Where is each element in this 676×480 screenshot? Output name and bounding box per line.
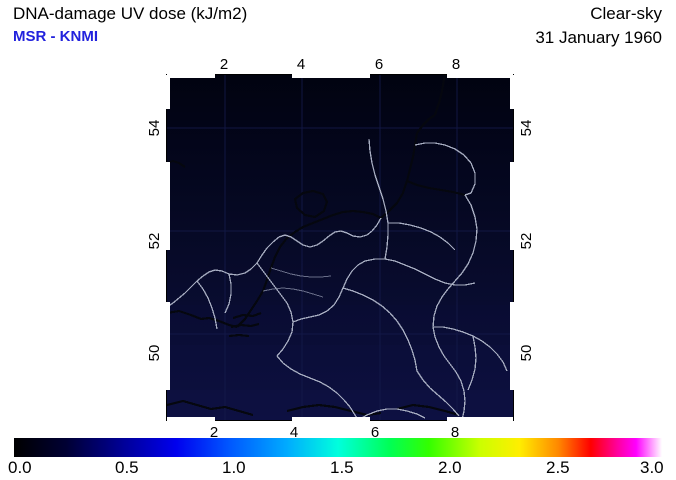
colorbar-tick-6: 3.0	[640, 458, 664, 477]
y-tick-left-54: 54	[145, 119, 163, 137]
map-plot-area	[166, 74, 514, 421]
colorbar-tick-0: 0.0	[8, 458, 32, 477]
x-tick-bottom-6: 6	[370, 424, 380, 441]
map-panel	[166, 74, 514, 421]
frame-band-top-3	[447, 74, 513, 78]
date-label: 31 January 1960	[535, 28, 662, 47]
page-title: DNA-damage UV dose (kJ/m2)	[13, 4, 248, 23]
x-tick-top-2: 2	[219, 56, 229, 73]
colorbar-tick-5: 2.5	[546, 458, 570, 477]
graticule	[167, 75, 513, 420]
frame-band-bottom-1	[167, 417, 215, 421]
frame-band-left-2	[166, 162, 170, 250]
x-tick-bottom-4: 4	[289, 424, 299, 441]
frame-band-bottom-2	[292, 417, 370, 421]
x-tick-top-4: 4	[296, 56, 306, 73]
colorbar-tick-4: 2.0	[438, 458, 462, 477]
colorbar-tick-2: 1.0	[222, 458, 246, 477]
rivers	[262, 267, 332, 298]
y-tick-left-52: 52	[145, 232, 163, 250]
frame-band-left-1	[166, 75, 170, 109]
frame-band-left-3	[166, 302, 170, 390]
frame-band-top-2	[292, 74, 370, 78]
frame-band-bottom-3	[447, 417, 513, 421]
y-tick-left-50: 50	[145, 344, 163, 362]
frame-band-right-3	[510, 302, 514, 390]
colorbar-gradient	[14, 438, 662, 457]
map-geography	[167, 75, 513, 420]
x-tick-bottom-2: 2	[209, 424, 219, 441]
sky-condition-label: Clear-sky	[590, 4, 662, 23]
frame-band-right-2	[510, 162, 514, 250]
coastlines	[167, 75, 466, 417]
colorbar-tick-3: 1.5	[330, 458, 354, 477]
x-tick-bottom-8: 8	[450, 424, 460, 441]
x-tick-top-6: 6	[374, 56, 384, 73]
x-tick-top-8: 8	[451, 56, 461, 73]
colorbar-tick-1: 0.5	[115, 458, 139, 477]
colorbar	[14, 438, 662, 457]
y-tick-right-52: 52	[517, 232, 535, 250]
y-tick-right-54: 54	[517, 119, 535, 137]
frame-band-right-1	[510, 75, 514, 109]
national-borders	[167, 138, 508, 420]
frame-band-top-1	[167, 74, 215, 78]
source-label: MSR - KNMI	[13, 28, 98, 45]
grid-cell-shading	[167, 305, 513, 420]
y-tick-right-50: 50	[517, 344, 535, 362]
